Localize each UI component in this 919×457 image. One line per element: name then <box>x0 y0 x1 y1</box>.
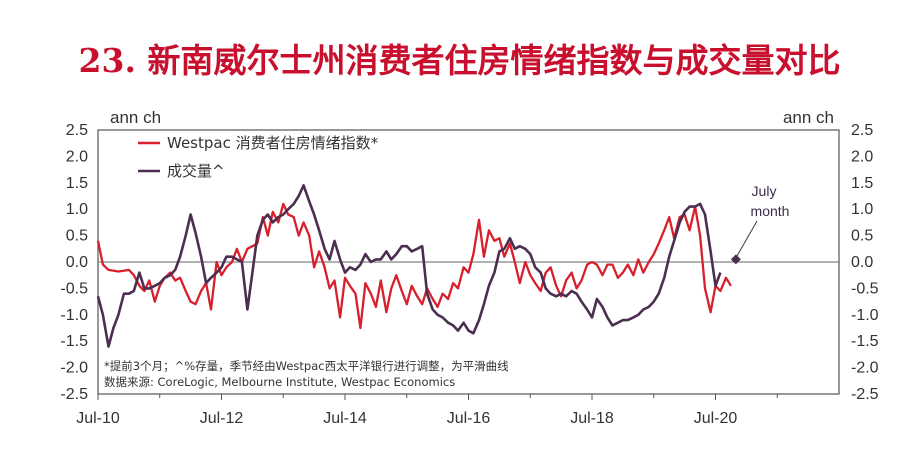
x-tick-label: Jul-10 <box>76 410 120 427</box>
left-y-tick-label: 1.5 <box>66 175 88 192</box>
annotation-label-line2: month <box>751 203 790 219</box>
footnote-line1: *提前3个月；^%存量，季节经由Westpac西太平洋银行进行调整，为平滑曲线 <box>104 359 509 373</box>
left-y-tick-label: 0.0 <box>66 254 88 271</box>
right-y-tick-label: 0.0 <box>851 254 873 271</box>
left-y-axis: 2.5 2.0 1.5 1.0 0.5 0.0 -0.5 -1.0 -1.5 -2.0 -2.5 <box>60 122 88 403</box>
x-axis: Jul-10 Jul-12 Jul-14 Jul-16 Jul-18 Jul-20 <box>76 394 778 427</box>
right-y-axis: 2.5 2.0 1.5 1.0 0.5 0.0 -0.5 -1.0 -1.5 -2.0 -2.5 <box>851 122 879 403</box>
right-y-tick-label: 2.0 <box>851 148 873 165</box>
left-y-tick-label: -1.5 <box>60 333 88 350</box>
right-y-tick-label: 0.5 <box>851 228 873 245</box>
footnote-line2: 数据来源: CoreLogic, Melbourne Institute, We… <box>104 375 455 389</box>
left-y-tick-label: -0.5 <box>60 280 88 297</box>
x-tick-label: Jul-14 <box>323 410 367 427</box>
x-tick-label: Jul-12 <box>200 410 244 427</box>
right-y-tick-label: -2.5 <box>851 386 879 403</box>
legend-label-westpac: Westpac 消费者住房情绪指数* <box>167 134 379 152</box>
x-tick-label: Jul-20 <box>694 410 738 427</box>
right-y-tick-label: -1.0 <box>851 307 879 324</box>
chart-title: 23. 新南威尔士州消费者住房情绪指数与成交量对比 <box>0 34 919 82</box>
left-axis-label: ann ch <box>110 108 161 127</box>
right-y-tick-label: 1.0 <box>851 201 873 218</box>
left-y-tick-label: 0.5 <box>66 228 88 245</box>
left-y-tick-label: -2.5 <box>60 386 88 403</box>
annotation-pointer <box>736 220 758 257</box>
right-y-tick-label: -2.0 <box>851 360 879 377</box>
right-y-tick-label: -1.5 <box>851 333 879 350</box>
x-tick-label: Jul-18 <box>570 410 614 427</box>
left-y-tick-label: 2.5 <box>66 122 88 139</box>
right-axis-label: ann ch <box>783 108 834 127</box>
july-month-annotation: July month <box>730 183 790 265</box>
right-y-tick-label: 2.5 <box>851 122 873 139</box>
right-y-tick-label: 1.5 <box>851 175 873 192</box>
right-y-tick-label: -0.5 <box>851 280 879 297</box>
series-westpac-line <box>96 202 732 330</box>
left-y-tick-label: -1.0 <box>60 307 88 324</box>
left-y-tick-label: -2.0 <box>60 360 88 377</box>
left-y-tick-label: 2.0 <box>66 148 88 165</box>
x-tick-label: Jul-16 <box>447 410 491 427</box>
annotation-diamond-marker <box>730 254 741 265</box>
series-volume-line <box>96 184 722 348</box>
chart-title-text: 新南威尔士州消费者住房情绪指数与成交量对比 <box>147 41 841 80</box>
legend-label-volume: 成交量^ <box>167 162 225 180</box>
chart-title-number: 23. <box>78 41 136 80</box>
left-y-tick-label: 1.0 <box>66 201 88 218</box>
annotation-label-line1: July <box>752 183 777 199</box>
legend: Westpac 消费者住房情绪指数* 成交量^ <box>138 134 379 180</box>
